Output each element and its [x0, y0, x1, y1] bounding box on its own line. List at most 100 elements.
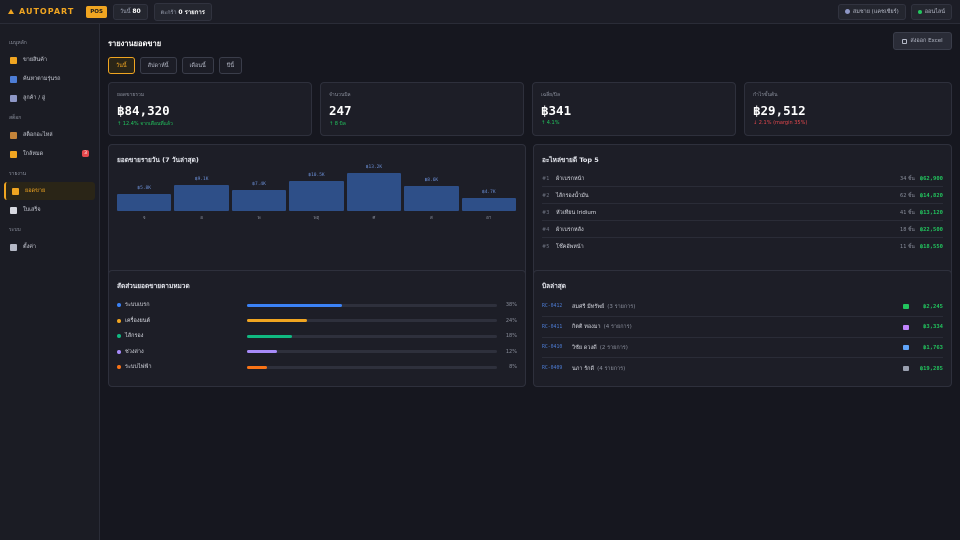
user-label: สมชาย (แคชเชียร์) — [852, 8, 899, 15]
brand-logo[interactable]: AUTOPART — [8, 7, 74, 16]
top-part-row[interactable]: #4 ผ้าเบรกหลัง 18 ชิ้น ฿22,500 — [542, 222, 943, 238]
box-icon — [10, 131, 17, 139]
bill-row[interactable]: RC-0412 สมศรี มีทรัพย์ (3 รายการ) ฿2,245 — [542, 297, 943, 317]
category-percent: 38% — [505, 302, 517, 308]
kpi-total-sales: ยอดขายรวม ฿84,320 ↑ 12.4% จากเดือนที่แล้… — [108, 82, 312, 136]
top-part-row[interactable]: #3 หัวเทียน Iridium 41 ชิ้น ฿13,120 — [542, 205, 943, 221]
bill-row[interactable]: RC-0410 วิชัย ดวงดี (2 รายการ) ฿1,763 — [542, 338, 943, 358]
category-dot-icon — [117, 365, 121, 369]
part-amount: ฿13,120 — [919, 209, 943, 216]
sidebar-item[interactable]: ยอดขาย — [4, 182, 95, 200]
kpi-value: ฿29,512 — [753, 103, 806, 118]
category-bar-fill — [247, 334, 292, 338]
kpi-gross-profit: กำไรขั้นต้น ฿29,512 ↓ 2.1% (margin 35%) — [744, 82, 952, 136]
category-name: ไส้กรอง — [125, 333, 144, 339]
sidebar-item[interactable]: ตั้งค่า — [4, 238, 95, 256]
day-label: อา — [486, 216, 492, 221]
part-name: ไส้กรองน้ำมัน — [556, 192, 589, 199]
period-tab[interactable]: ปีนี้ — [218, 57, 243, 74]
date-chip: วันนี้ 80 — [112, 3, 148, 20]
sidebar-item[interactable]: สต็อกอะไหล่ — [4, 126, 95, 144]
sidebar-item-label: ค้นหาตามรุ่นรถ — [23, 76, 61, 82]
bill-row[interactable]: RC-0411 กิตติ ทองมา (4 รายการ) ฿3,334 — [542, 318, 943, 338]
chart-bar[interactable] — [404, 186, 459, 211]
part-amount: ฿14,820 — [919, 192, 943, 199]
kpi-change: ↓ 2.1% (margin 35%) — [753, 120, 808, 126]
bill-id[interactable]: RC-0410 — [542, 345, 563, 350]
bill-id[interactable]: RC-0409 — [542, 366, 563, 371]
category-bar-track — [247, 319, 497, 322]
users-icon — [10, 94, 17, 102]
kpi-label: เฉลี่ย/บิล — [541, 92, 561, 98]
category-row: ไส้กรอง 18% — [117, 329, 517, 343]
status-button[interactable]: ออนไลน์ — [910, 3, 952, 20]
chart-bar[interactable] — [231, 189, 287, 211]
day-label: ศ — [372, 216, 376, 221]
chart-title: ยอดขายรายวัน (7 วันล่าสุด) — [117, 156, 199, 164]
chart-bar[interactable] — [174, 185, 229, 211]
bill-customer: กิตติ ทองมา — [572, 324, 601, 330]
chart-bar[interactable] — [346, 173, 402, 211]
period-tab[interactable]: วันนี้ — [108, 57, 135, 74]
sidebar: เมนูหลักขายสินค้าค้นหาตามรุ่นรถลูกค้า / … — [0, 24, 100, 540]
category-dot-icon — [117, 334, 121, 338]
kpi-value: 247 — [329, 103, 352, 118]
online-dot-icon — [917, 9, 922, 14]
cart-chip[interactable]: ตะกร้า 0 รายการ — [153, 2, 212, 21]
sidebar-item-label: ใกล้หมด — [23, 151, 44, 157]
kpi-value: ฿341 — [541, 103, 572, 118]
cart-value: 0 รายการ — [178, 8, 205, 16]
sidebar-section-title: เมนูหลัก — [9, 40, 27, 46]
chart-bar[interactable] — [117, 194, 172, 211]
sidebar-item[interactable]: ค้นหาตามรุ่นรถ — [4, 70, 95, 88]
cart-icon — [10, 56, 17, 64]
part-rank: #3 — [542, 209, 550, 216]
category-name: เครื่องยนต์ — [125, 317, 151, 324]
date-chip-value: 80 — [132, 7, 141, 15]
main-content: รายงานยอดขาย ส่งออก Excel วันนี้ สัปดาห์น… — [100, 24, 960, 540]
kpi-label: จำนวนบิล — [329, 92, 351, 98]
sidebar-item-label: ขายสินค้า — [23, 57, 47, 63]
bill-customer: สมศรี มีทรัพย์ — [572, 303, 605, 310]
top-part-row[interactable]: #2 ไส้กรองน้ำมัน 62 ชิ้น ฿14,820 — [542, 188, 943, 204]
bill-customer: นภา รักดี — [572, 365, 595, 372]
top-part-row[interactable]: #5 โช๊คอัพหน้า 11 ชิ้น ฿18,550 — [542, 239, 943, 255]
part-name: ผ้าเบรกหลัง — [556, 226, 584, 233]
sidebar-item-label: ตั้งค่า — [23, 244, 37, 250]
top-part-row[interactable]: #1 ผ้าเบรกหน้า 34 ชิ้น ฿62,900 — [542, 171, 943, 187]
date-chip-label: วันนี้ — [119, 8, 131, 15]
chart-bar[interactable] — [461, 197, 516, 211]
sidebar-item[interactable]: ลูกค้า / อู่ — [4, 89, 95, 107]
top-parts-card: อะไหล่ขายดี Top 5 #1 ผ้าเบรกหน้า 34 ชิ้น ฿6… — [533, 144, 952, 284]
bill-amount: ฿1,763 — [923, 344, 943, 351]
user-icon — [844, 9, 850, 14]
user-button[interactable]: สมชาย (แคชเชียร์) — [837, 3, 906, 20]
part-amount: ฿22,500 — [919, 226, 943, 233]
category-bar-fill — [247, 350, 277, 353]
category-bar-fill — [247, 365, 267, 369]
export-excel-button[interactable]: ส่งออก Excel — [893, 32, 952, 50]
category-name: ช่วงล่าง — [125, 348, 144, 355]
kpi-label: กำไรขั้นต้น — [753, 92, 778, 98]
category-bar-fill — [247, 303, 342, 307]
category-dot-icon — [117, 349, 121, 354]
category-percent: 8% — [509, 364, 517, 370]
part-qty: 18 ชิ้น — [900, 226, 915, 233]
period-tab[interactable]: เดือนนี้ — [181, 57, 214, 74]
category-bar-track — [247, 365, 497, 369]
top-parts-title: อะไหล่ขายดี Top 5 — [542, 156, 599, 164]
bar-value-label: ฿10.5K — [308, 173, 325, 178]
bill-id[interactable]: RC-0412 — [542, 304, 563, 309]
sidebar-item[interactable]: ขายสินค้า — [4, 51, 95, 69]
chart-bar[interactable] — [289, 181, 344, 211]
sidebar-item[interactable]: ใบเสร็จ — [4, 201, 95, 219]
sidebar-item-label: ลูกค้า / อู่ — [23, 95, 46, 101]
sidebar-item-label: สต็อกอะไหล่ — [23, 132, 53, 138]
cart-label: ตะกร้า — [160, 9, 177, 16]
bill-id[interactable]: RC-0411 — [542, 324, 563, 330]
kpi-change: ↑ 4.1% — [541, 120, 560, 126]
bill-row[interactable]: RC-0409 นภา รักดี (4 รายการ) ฿19,285 — [542, 359, 943, 379]
day-label: พฤ — [313, 216, 320, 221]
period-tab[interactable]: สัปดาห์นี้ — [139, 57, 177, 74]
sidebar-item[interactable]: ใกล้หมด 3 — [4, 145, 95, 163]
